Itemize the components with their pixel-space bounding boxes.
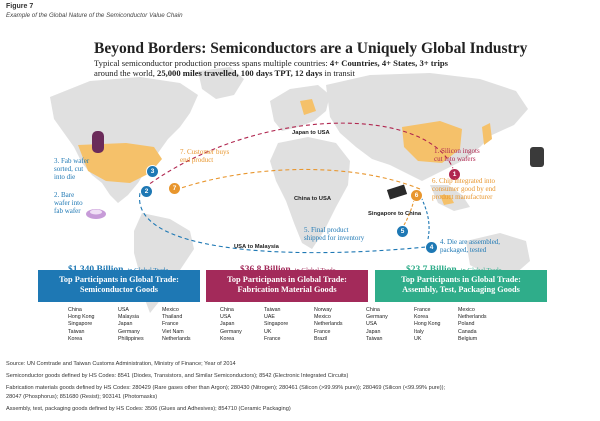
route-china-to-usa <box>177 168 421 190</box>
country-list-semiconductor-col3: Mexico Thailand France Viet Nam Netherlands <box>162 307 191 342</box>
footer-semiconductor-codes: Semiconductor goods defined by HS Codes:… <box>6 373 349 379</box>
infographic-panel: Beyond Borders: Semiconductors are a Uni… <box>30 35 570 350</box>
country-list-semiconductor-col2: USA Malaysia Japan Germany Philippines <box>118 307 144 342</box>
step-badge-6: 6 <box>410 189 423 202</box>
continent-africa <box>270 137 350 249</box>
country-japan <box>482 123 492 145</box>
continent-australia <box>466 233 530 275</box>
route-label-japan-usa: Japan to USA <box>292 130 330 136</box>
step-note-2: 2. Bare wafer into fab wafer <box>54 191 83 215</box>
illustrations <box>86 131 544 219</box>
country-list-assembly-col3: Mexico Netherlands Poland Canada Belgium <box>458 307 487 342</box>
figure-caption: Example of the Global Nature of the Semi… <box>6 12 183 19</box>
country-list-assembly-col2: France Korea Hong Kong Italy UK <box>414 307 441 342</box>
route-japan-to-usa <box>147 122 455 186</box>
continent-greenland <box>198 67 244 99</box>
step-badge-7: 7 <box>168 182 181 195</box>
world-map <box>50 67 544 313</box>
step-badge-3: 3 <box>146 165 159 178</box>
footer-source: Source: UN Comtrade and Taiwan Customs A… <box>6 361 236 367</box>
step-badge-4: 4 <box>425 241 438 254</box>
step-note-3: 3. Fab wafer sorted, cut into die <box>54 157 90 181</box>
trade-box-assembly: Top Participants in Global Trade: Assembl… <box>375 270 547 302</box>
country-malaysia <box>440 195 454 205</box>
footer-assembly-codes: Assembly, test, packaging goods defined … <box>6 406 291 412</box>
route-label-china-usa: China to USA <box>294 196 332 202</box>
wafer-fab-image <box>92 131 104 153</box>
trade-box-semiconductor: Top Participants in Global Trade: Semicon… <box>38 270 200 302</box>
step-badge-2: 2 <box>140 185 153 198</box>
step-note-1: 1. Silicon ingots cut into wafers <box>434 147 480 163</box>
route-label-usa-malaysia: USA to Malaysia <box>234 244 279 250</box>
country-list-semiconductor-col1: China Hong Kong Singapore Taiwan Korea <box>68 307 95 342</box>
step-badge-1: 1 <box>448 168 461 181</box>
route-label-singapore-china: Singapore to China <box>368 211 422 217</box>
continent-europe <box>270 85 330 131</box>
country-germany <box>300 99 316 115</box>
subtitle: Typical semiconductor production process… <box>94 58 448 78</box>
bare-wafer-glow <box>90 209 102 215</box>
country-list-assembly-col1: China Germany USA Japan Taiwan <box>366 307 388 342</box>
main-title: Beyond Borders: Semiconductors are a Uni… <box>94 40 528 57</box>
country-list-fabrication-col2: Taiwan UAE Singapore UK France <box>264 307 289 342</box>
silicon-ingot-image <box>530 147 544 167</box>
continent-north-america <box>50 77 198 203</box>
step-note-6: 6. Chip integrated into consumer good by … <box>432 177 496 201</box>
chip-image <box>386 184 408 200</box>
step-badge-5: 5 <box>396 225 409 238</box>
step-note-7: 7. Customer buys end product <box>180 148 230 164</box>
footer-fabrication-codes-cont: 28047 (Phosphorus); 851680 (Resist); 903… <box>6 394 158 400</box>
figure-label: Figure 7 <box>6 3 34 10</box>
step-note-5: 5. Final product shipped for inventory <box>304 226 365 242</box>
route-usa-to-malaysia <box>139 192 427 254</box>
footer-fabrication-codes: Fabrication materials goods defined by H… <box>6 385 446 391</box>
country-list-fabrication-col3: Norway Mexico Netherlands France Brazil <box>314 307 343 342</box>
trade-box-fabrication: Top Participants in Global Trade: Fabrica… <box>206 270 368 302</box>
country-china <box>402 121 462 163</box>
country-list-fabrication-col1: China USA Japan Germany Korea <box>220 307 242 342</box>
step-note-4: 4. Die are assembled, packaged, tested <box>440 238 501 254</box>
